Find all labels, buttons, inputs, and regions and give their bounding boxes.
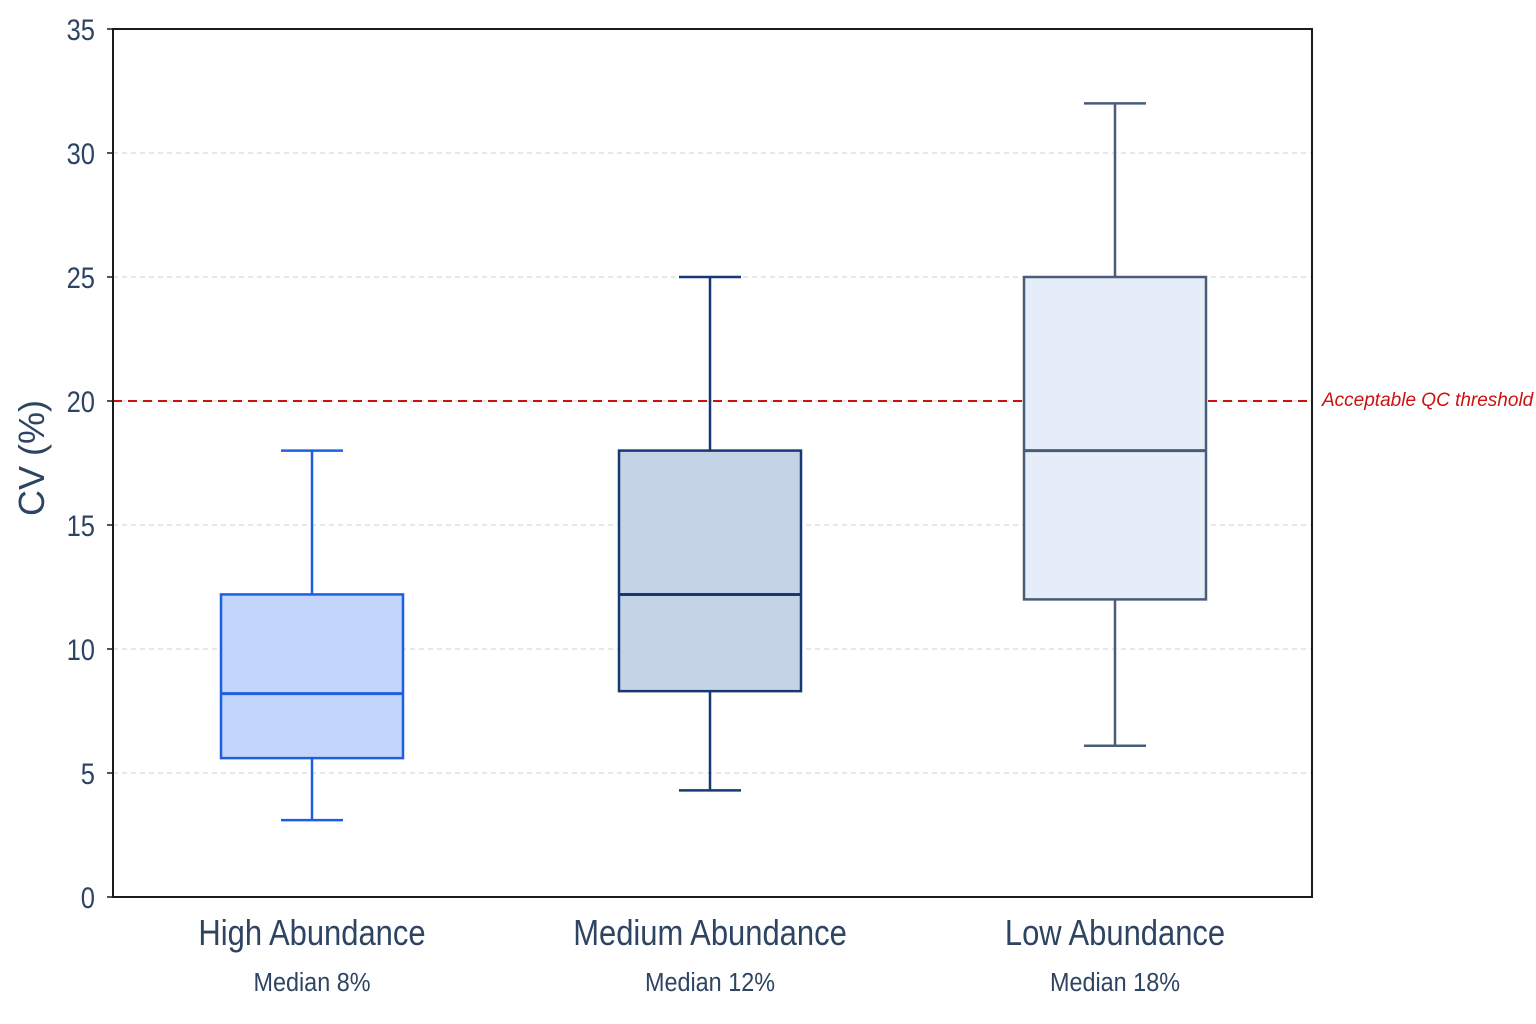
iqr-box [219,593,405,760]
y-tick-label: 30 [67,137,95,170]
y-tick-label: 20 [67,385,95,418]
y-axis-ticks: 0 5 10 15 20 25 30 35 [67,13,113,914]
boxes [219,102,1208,822]
y-axis-title: CV (%) [11,400,52,516]
category-label: High Abundance [198,914,425,954]
category-label: Low Abundance [1005,914,1225,954]
y-tick-label: 5 [81,757,95,790]
y-tick-label: 0 [81,881,95,914]
category-median-label: Median 8% [253,969,370,997]
reference-line-group: Acceptable QC threshold [113,390,1535,411]
category-label: Medium Abundance [573,914,847,954]
y-tick-label: 25 [67,261,95,294]
plot-area-frame [112,28,1313,898]
y-tick-label: 35 [67,13,95,46]
category-median-label: Median 18% [1050,969,1180,997]
iqr-box [617,449,803,693]
threshold-label: Acceptable QC threshold [1321,390,1535,411]
iqr-box [1022,275,1208,601]
category-labels: High Abundance Median 8% Medium Abundance M… [198,914,1225,997]
y-tick-label: 15 [67,509,95,542]
category-median-label: Median 12% [645,969,775,997]
y-tick-label: 10 [67,633,95,666]
